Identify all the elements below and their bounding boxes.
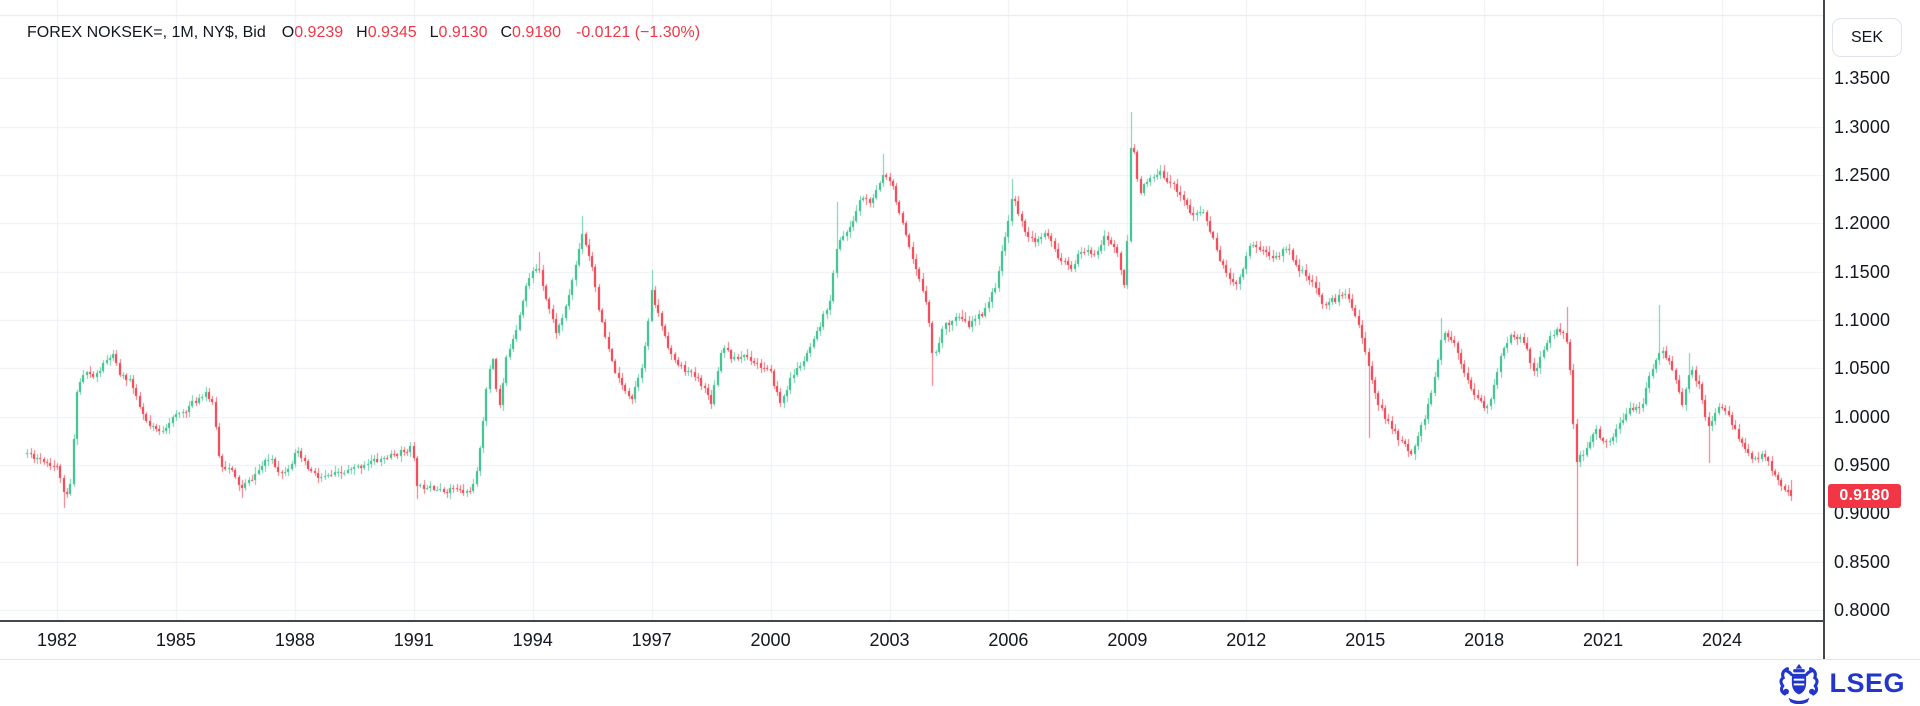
price-tick-label: 1.1000 (1834, 309, 1891, 330)
symbol-title[interactable]: FOREX NOKSEK=, 1M, NY$, Bid (27, 24, 266, 41)
time-tick-label: 2012 (1226, 630, 1267, 650)
price-tick-label: 1.2000 (1834, 213, 1891, 234)
candlestick-chart[interactable] (0, 0, 1825, 620)
price-change: -0.0121 (−1.30%) (575, 24, 701, 41)
price-tick-label: 1.1500 (1834, 261, 1891, 282)
ohlc-item-c: C0.9180 (500, 24, 561, 41)
time-tick-label: 2006 (988, 630, 1029, 650)
price-axis[interactable]: SEK 0.9180 1.3500 1.3000 1.2500 1.2000 1.150… (1823, 0, 1920, 659)
price-tick-label: 1.0000 (1834, 406, 1891, 427)
time-tick-label: 2003 (869, 630, 910, 650)
time-tick-label: 2009 (1107, 630, 1148, 650)
price-tick-label: 1.3000 (1834, 116, 1891, 137)
currency-label: SEK (1850, 28, 1883, 46)
time-axis[interactable]: 1982 1985 1988 1991 1994 1997 2000 2003 2006 2009… (0, 620, 1823, 659)
currency-button[interactable]: SEK (1832, 18, 1902, 57)
time-tick-label: 1988 (274, 630, 315, 650)
bottom-separator (0, 659, 1920, 660)
price-tick-label: 0.9000 (1834, 503, 1891, 524)
time-tick-label: 1982 (36, 630, 78, 650)
price-tick-label: 1.0500 (1834, 358, 1891, 379)
ohlc-item-l: L0.9130 (429, 24, 488, 41)
ohlc-values: O0.9239 H0.9345 L0.9130 C0.9180 (282, 24, 574, 42)
chart-legend: FOREX NOKSEK=, 1M, NY$, Bid O0.9239 H0.93… (27, 24, 700, 42)
price-tick-label: 1.2500 (1834, 164, 1891, 185)
lseg-crest-icon (1779, 663, 1820, 704)
time-tick-label: 1985 (155, 630, 196, 650)
time-tick-label: 2015 (1345, 630, 1386, 650)
time-tick-label: 2018 (1464, 630, 1505, 650)
time-tick-label: 2021 (1583, 630, 1624, 650)
time-tick-label: 1991 (393, 630, 434, 650)
time-tick-label: 2024 (1701, 630, 1743, 650)
time-axis-separator (0, 620, 1920, 622)
time-tick-label: 1997 (631, 630, 672, 650)
price-tick-label: 0.8500 (1834, 551, 1891, 572)
time-tick-label: 1994 (512, 630, 553, 650)
price-tick-label: 1.3500 (1834, 68, 1891, 89)
lseg-logo-text: LSEG (1829, 667, 1905, 698)
lseg-logo[interactable]: LSEG (1776, 662, 1905, 704)
ohlc-item-o: O0.9239 (281, 24, 344, 41)
last-price-badge: 0.9180 (1828, 484, 1901, 508)
price-tick-label: 0.8000 (1834, 600, 1891, 620)
price-tick-label: 0.9500 (1834, 454, 1891, 475)
time-tick-label: 2000 (750, 630, 791, 650)
ohlc-item-h: H0.9345 (356, 24, 417, 41)
